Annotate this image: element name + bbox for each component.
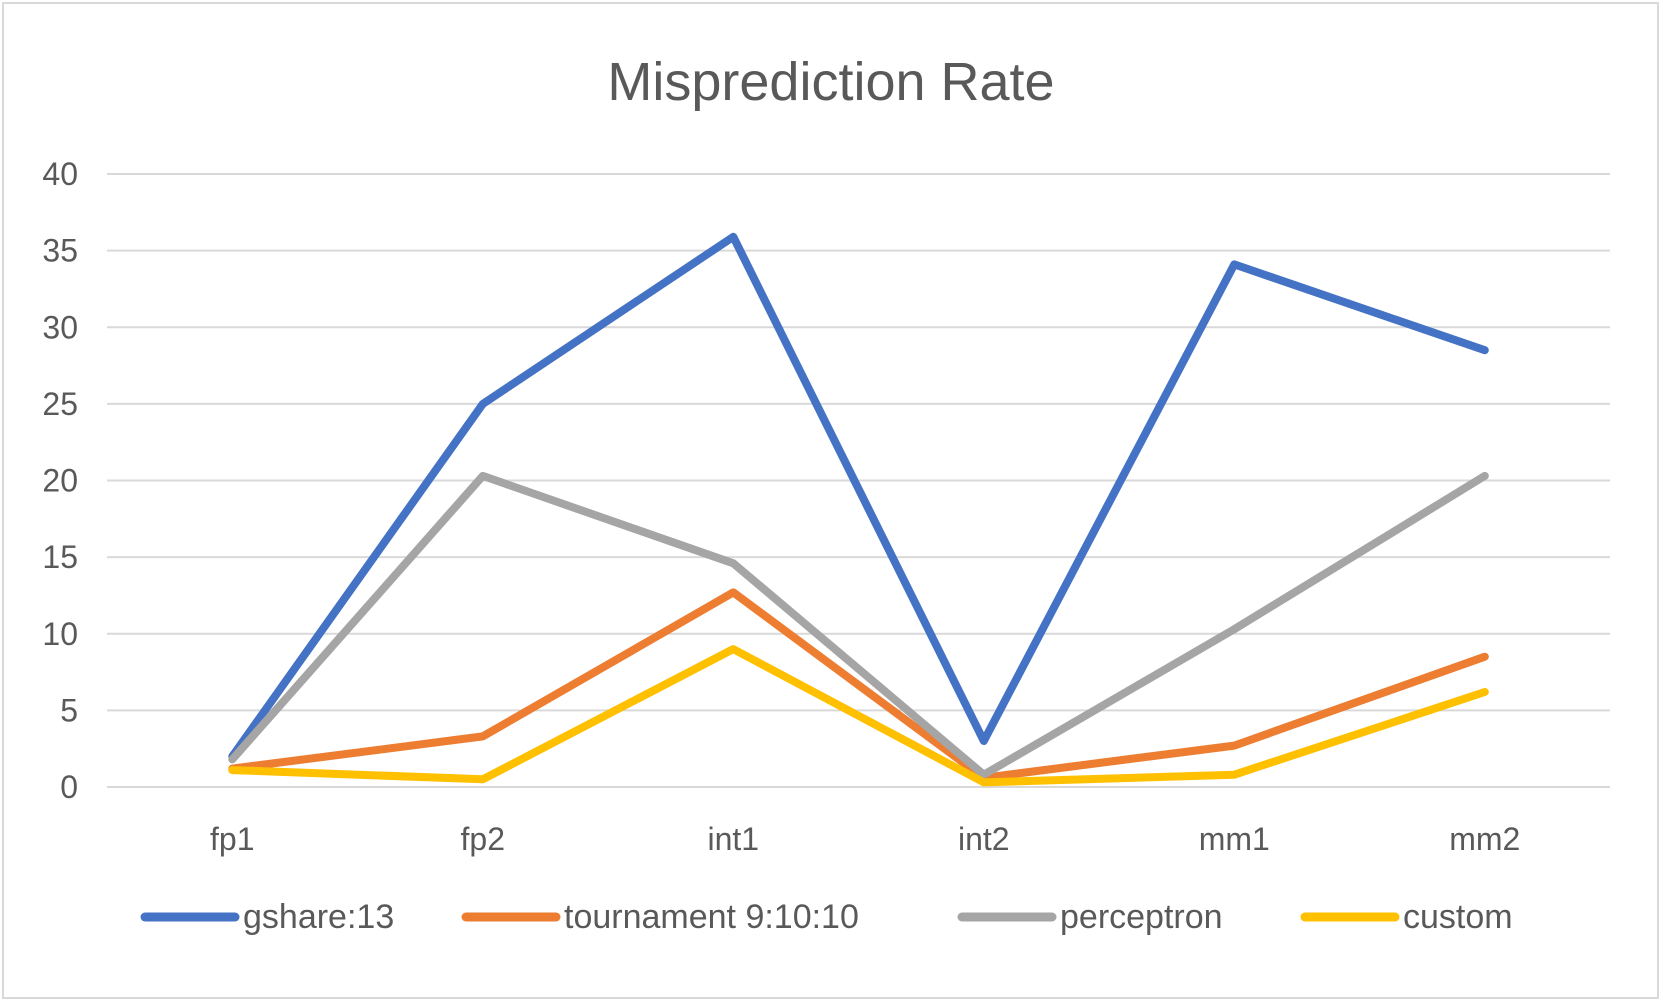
y-tick-label: 20 xyxy=(42,463,78,499)
legend-label-1: tournament 9:10:10 xyxy=(564,898,859,936)
y-tick-label: 0 xyxy=(60,769,78,805)
y-tick-label: 10 xyxy=(42,616,78,652)
series-line-0 xyxy=(228,232,1489,761)
series-line-3 xyxy=(228,645,1489,787)
x-tick-label-int2: int2 xyxy=(958,821,1010,857)
gridlines xyxy=(107,173,1610,788)
y-tick-label: 15 xyxy=(42,539,78,575)
legend-label-2: perceptron xyxy=(1060,898,1223,936)
chart-title: Misprediction Rate xyxy=(607,52,1054,112)
y-tick-label: 35 xyxy=(42,233,78,269)
legend-label-0: gshare:13 xyxy=(243,898,394,936)
series-line-2 xyxy=(228,471,1489,779)
x-tick-label-int1: int1 xyxy=(707,821,759,857)
legend-label-3: custom xyxy=(1403,898,1513,936)
y-axis-ticks: 0 5 10 15 20 25 30 35 40 xyxy=(42,156,78,805)
x-tick-label-mm1: mm1 xyxy=(1199,821,1270,857)
series-line-1 xyxy=(228,588,1489,782)
x-tick-label-fp1: fp1 xyxy=(210,821,254,857)
series-lines xyxy=(228,232,1489,787)
y-tick-label: 40 xyxy=(42,156,78,192)
x-tick-label-fp2: fp2 xyxy=(461,821,505,857)
y-tick-label: 25 xyxy=(42,386,78,422)
y-tick-label: 30 xyxy=(42,309,78,345)
x-axis-ticks: fp1 fp2 int1 int2 mm1 mm2 xyxy=(210,821,1520,857)
x-tick-label-mm2: mm2 xyxy=(1449,821,1520,857)
y-tick-label: 5 xyxy=(60,692,78,728)
legend: gshare:13 tournament 9:10:10 perceptron cus… xyxy=(140,898,1513,936)
